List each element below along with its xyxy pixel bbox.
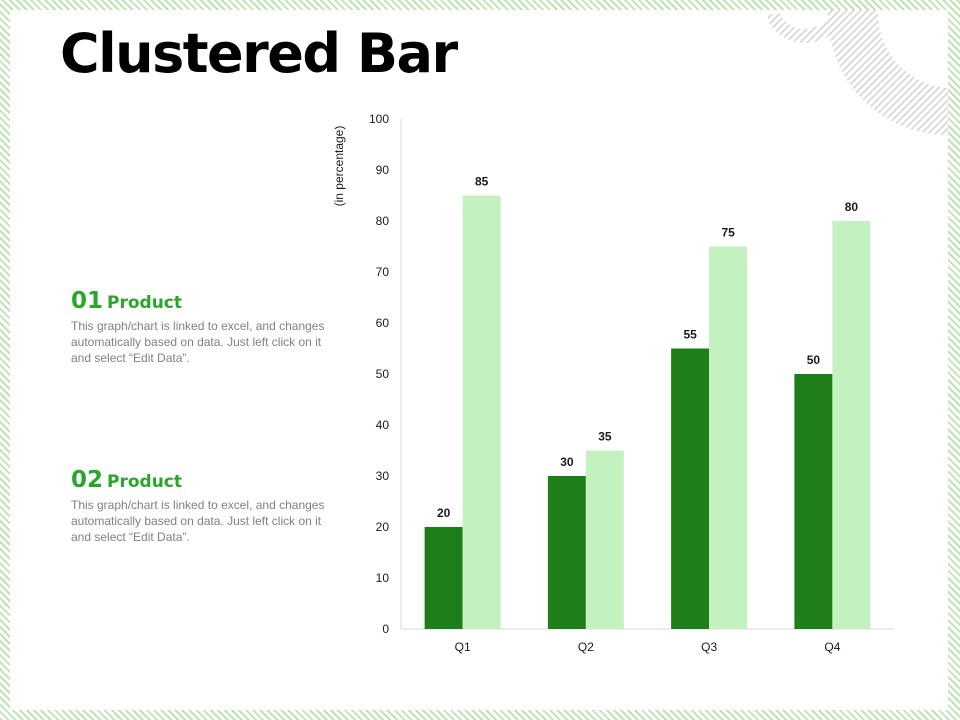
y-tick-label: 50 [376, 367, 390, 381]
page-title: Clustered Bar [60, 22, 458, 85]
data-label: 75 [721, 226, 735, 240]
y-tick-label: 100 [369, 112, 389, 126]
bar [424, 527, 463, 629]
bar [671, 348, 710, 629]
product-number: 02 [71, 467, 104, 493]
clustered-bar-chart: 0 10 20 30 40 50 60 70 80 90 100 (in percentage) 20 8… [332, 112, 894, 654]
y-tick-label: 90 [376, 163, 390, 177]
y-tick-label: 30 [376, 469, 390, 483]
product-heading: 02 Product [71, 467, 331, 493]
y-axis-title: (in percentage) [332, 126, 346, 207]
product-block-02: 02 Product This graph/chart is linked to … [71, 467, 331, 545]
x-tick-label: Q4 [824, 640, 840, 654]
y-tick-label: 0 [382, 622, 389, 636]
data-label: 80 [845, 200, 859, 214]
y-tick-label: 10 [376, 571, 390, 585]
product-name: Product [107, 472, 183, 492]
x-tick-label: Q2 [578, 640, 594, 654]
product-number: 01 [71, 288, 104, 314]
bar [794, 374, 833, 629]
bar [709, 246, 748, 629]
data-label: 55 [683, 328, 697, 342]
x-tick-label: Q3 [701, 640, 717, 654]
bar [832, 221, 871, 629]
product-description: This graph/chart is linked to excel, and… [71, 498, 325, 544]
y-tick-label: 60 [376, 316, 390, 330]
data-label: 20 [437, 506, 451, 520]
x-tick-label: Q1 [455, 640, 471, 654]
data-label: 85 [475, 175, 489, 189]
decorative-ring-shape [768, 10, 948, 136]
y-tick-label: 40 [376, 418, 390, 432]
bar [585, 450, 624, 629]
product-description: This graph/chart is linked to excel, and… [71, 319, 325, 365]
product-block-01: 01 Product This graph/chart is linked to … [71, 288, 331, 366]
y-tick-label: 80 [376, 214, 390, 228]
y-tick-label: 20 [376, 520, 390, 534]
y-tick-label: 70 [376, 265, 390, 279]
data-label: 35 [598, 430, 612, 444]
data-label: 50 [807, 353, 821, 367]
product-name: Product [107, 293, 183, 313]
data-label: 30 [560, 455, 574, 469]
bar [462, 195, 501, 629]
product-heading: 01 Product [71, 288, 331, 314]
bar [547, 476, 586, 629]
